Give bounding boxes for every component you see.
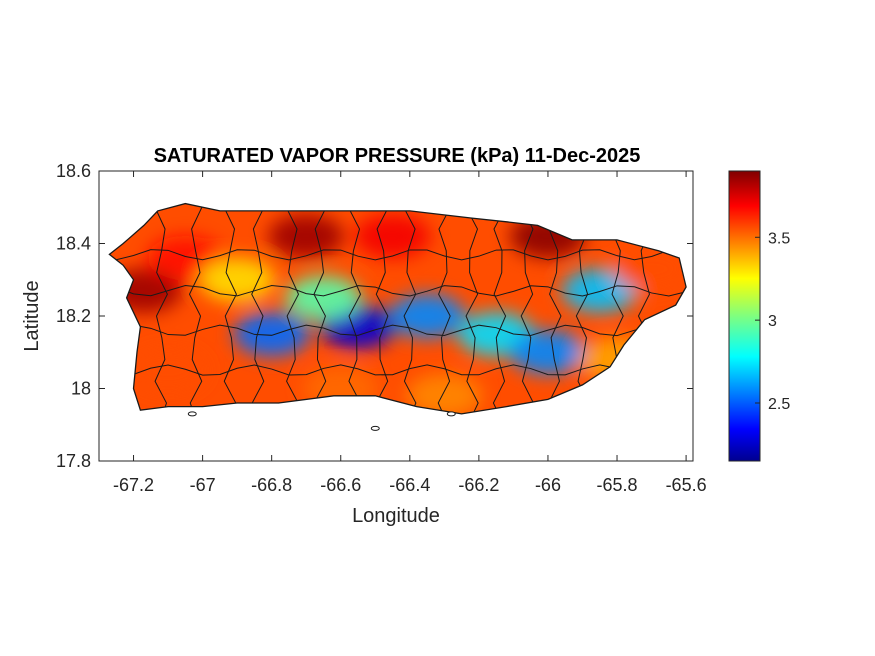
colorbar-tick-label: 3.5 xyxy=(768,230,790,247)
small-islets xyxy=(187,411,456,431)
field-value-mark xyxy=(613,246,687,291)
field-value-mark xyxy=(233,312,310,357)
municipal-boundary xyxy=(375,207,389,414)
municipal-boundary xyxy=(313,207,327,414)
field-value-mark xyxy=(285,275,362,320)
island-outline xyxy=(108,202,687,415)
municipal-boundary xyxy=(251,207,265,414)
municipal-boundary xyxy=(465,207,479,414)
islet xyxy=(446,411,456,417)
x-tick-label: -66 xyxy=(535,475,561,495)
y-tick-label: 18.2 xyxy=(56,306,91,326)
map-plot-area: -67.2 -67 -66.8 -66.6 -66.4 -66.2 -66 -65.8 -65.… xyxy=(56,161,707,495)
y-tick-label: 18.6 xyxy=(56,161,91,181)
colorbar-ramp xyxy=(728,170,761,462)
field-value-mark xyxy=(406,373,483,414)
municipal-boundary xyxy=(223,207,237,414)
municipal-boundaries xyxy=(109,207,687,414)
municipal-boundary xyxy=(188,207,203,414)
municipal-boundary xyxy=(285,207,300,414)
municipal-boundary xyxy=(548,207,562,414)
x-tick-label: -66.4 xyxy=(389,475,430,495)
colorbar-tick-label: 2.5 xyxy=(768,396,790,413)
municipal-boundary xyxy=(492,207,507,414)
field-value-mark xyxy=(509,330,586,375)
municipal-boundary xyxy=(109,249,687,261)
x-tick-label: -65.6 xyxy=(666,475,707,495)
municipal-boundary xyxy=(109,324,687,337)
x-tick-label: -66.8 xyxy=(251,475,292,495)
x-tick-label: -67.2 xyxy=(113,475,154,495)
y-tick-label: 18.4 xyxy=(56,234,91,254)
field-value-mark xyxy=(130,348,207,393)
islet xyxy=(187,411,197,417)
y-tick-label: 17.8 xyxy=(56,451,91,471)
colorbar-ticks: 2.5 3 3.5 xyxy=(755,230,790,413)
municipal-boundary xyxy=(109,364,687,376)
municipal-boundary xyxy=(520,207,535,414)
x-tick-label: -66.6 xyxy=(320,475,361,495)
municipal-boundary xyxy=(109,284,687,297)
municipal-boundary xyxy=(437,207,451,414)
colorbar-tick-label: 3 xyxy=(768,313,777,330)
y-tick-label: 18 xyxy=(71,379,91,399)
field-value-mark xyxy=(389,294,466,338)
y-axis: 17.8 18 18.2 18.4 18.6 xyxy=(56,161,693,471)
municipal-boundary xyxy=(403,207,417,414)
x-axis: -67.2 -67 -66.8 -66.6 -66.4 -66.2 -66 -65.8 -65.… xyxy=(113,171,707,495)
municipal-boundary xyxy=(154,207,168,414)
x-tick-label: -66.2 xyxy=(458,475,499,495)
field-value-mark xyxy=(354,214,431,259)
colorbar: 2.5 3 3.5 xyxy=(728,170,790,462)
field-value-mark xyxy=(199,257,276,302)
municipal-boundary xyxy=(347,207,362,414)
y-axis-label: Latitude xyxy=(21,280,43,351)
chart-title: SATURATED VAPOR PRESSURE (kPa) 11-Dec-20… xyxy=(154,145,641,167)
x-tick-label: -65.8 xyxy=(597,475,638,495)
islet xyxy=(370,425,380,431)
x-tick-label: -67 xyxy=(190,475,216,495)
field-value-mark xyxy=(268,214,345,259)
x-axis-label: Longitude xyxy=(352,505,440,527)
